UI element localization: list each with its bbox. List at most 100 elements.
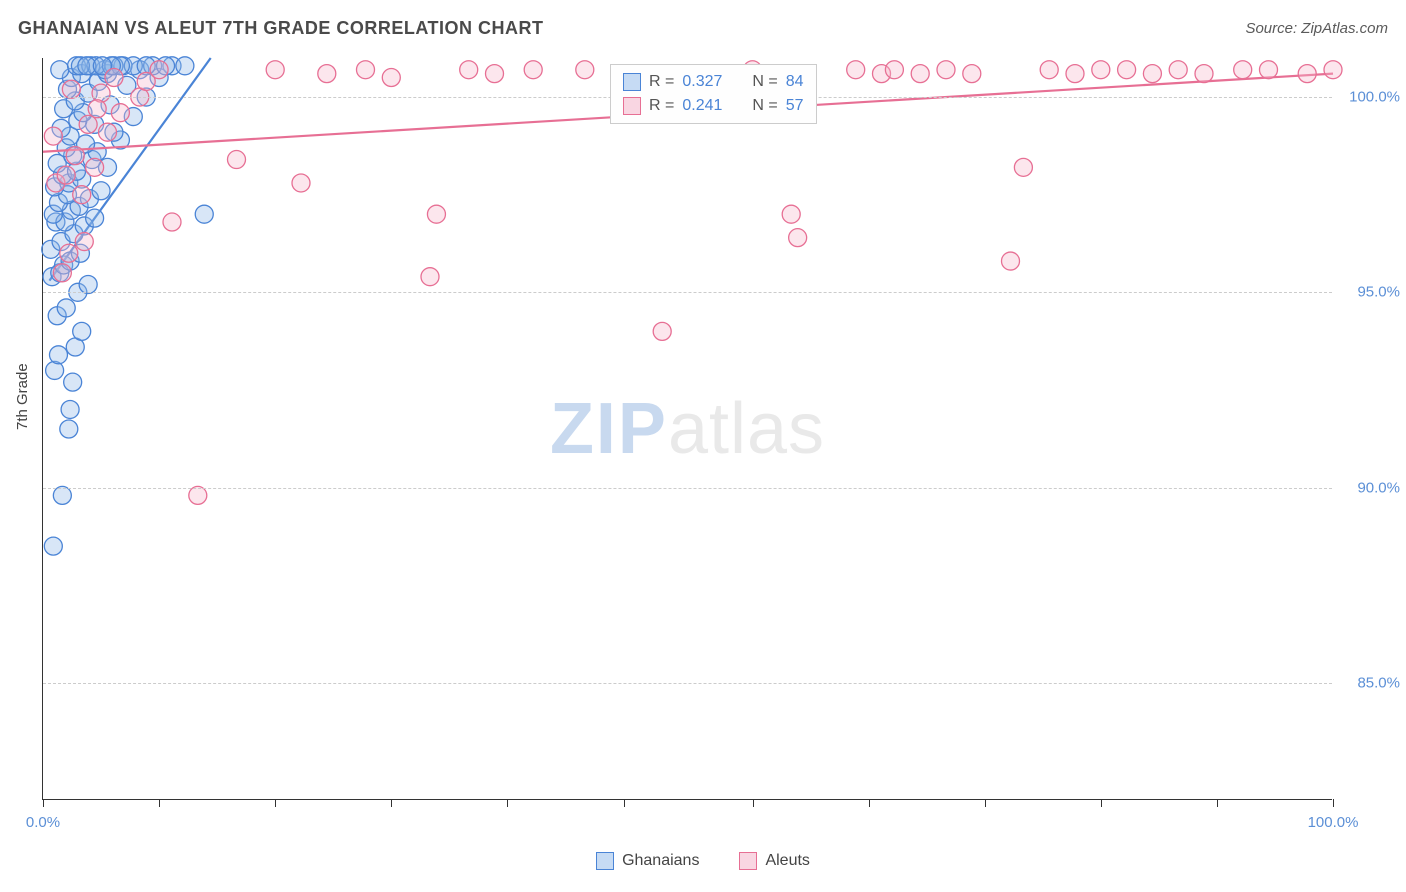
data-point xyxy=(789,229,807,247)
x-tick-label: 100.0% xyxy=(1308,814,1359,831)
data-point xyxy=(163,213,181,231)
gridline xyxy=(43,488,1332,489)
data-point xyxy=(1002,252,1020,270)
data-point xyxy=(1324,61,1342,79)
data-point xyxy=(73,186,91,204)
data-point xyxy=(1118,61,1136,79)
legend-swatch xyxy=(623,97,641,115)
data-point xyxy=(66,147,84,165)
data-point xyxy=(357,61,375,79)
gridline xyxy=(43,292,1332,293)
data-point xyxy=(176,57,194,75)
data-point xyxy=(60,244,78,262)
legend-swatch xyxy=(623,73,641,91)
y-tick-label: 90.0% xyxy=(1340,479,1400,496)
data-point xyxy=(53,264,71,282)
legend-n-value: 84 xyxy=(786,70,804,94)
data-point xyxy=(460,61,478,79)
x-tick xyxy=(1101,799,1102,807)
legend-swatch xyxy=(596,852,614,870)
data-point xyxy=(266,61,284,79)
legend-item: Aleuts xyxy=(739,852,809,870)
x-tick xyxy=(159,799,160,807)
data-point xyxy=(150,61,168,79)
legend-item: Ghanaians xyxy=(596,852,699,870)
chart-source: Source: ZipAtlas.com xyxy=(1245,20,1388,37)
x-tick xyxy=(1217,799,1218,807)
data-point xyxy=(1040,61,1058,79)
data-point xyxy=(318,65,336,83)
data-point xyxy=(292,174,310,192)
legend-n-value: 57 xyxy=(786,94,804,118)
data-point xyxy=(105,69,123,87)
data-point xyxy=(99,123,117,141)
data-point xyxy=(44,127,62,145)
x-tick-label: 0.0% xyxy=(26,814,60,831)
x-tick xyxy=(985,799,986,807)
data-point xyxy=(653,322,671,340)
data-point xyxy=(1092,61,1110,79)
legend-row: R =0.241N =57 xyxy=(623,94,804,118)
data-point xyxy=(62,80,80,98)
data-point xyxy=(524,61,542,79)
data-point xyxy=(486,65,504,83)
data-point xyxy=(1014,158,1032,176)
data-point xyxy=(79,276,97,294)
x-tick xyxy=(507,799,508,807)
data-point xyxy=(885,61,903,79)
legend-n-label: N = xyxy=(752,94,777,118)
legend-label: Aleuts xyxy=(765,852,809,870)
gridline xyxy=(43,683,1332,684)
data-point xyxy=(60,420,78,438)
data-point xyxy=(847,61,865,79)
data-point xyxy=(61,400,79,418)
data-point xyxy=(1066,65,1084,83)
data-point xyxy=(963,65,981,83)
data-point xyxy=(51,61,69,79)
x-tick xyxy=(869,799,870,807)
data-point xyxy=(782,205,800,223)
data-point xyxy=(189,486,207,504)
data-point xyxy=(49,346,67,364)
data-point xyxy=(44,537,62,555)
legend-r-value: 0.327 xyxy=(682,70,722,94)
data-point xyxy=(57,299,75,317)
data-point xyxy=(1169,61,1187,79)
data-point xyxy=(195,205,213,223)
data-point xyxy=(79,115,97,133)
data-point xyxy=(1260,61,1278,79)
chart-title: GHANAIAN VS ALEUT 7TH GRADE CORRELATION … xyxy=(18,18,544,39)
data-point xyxy=(75,233,93,251)
legend-row: R =0.327N =84 xyxy=(623,70,804,94)
correlation-legend: R =0.327N =84R =0.241N =57 xyxy=(610,64,817,124)
series-legend: Ghanaians Aleuts xyxy=(0,852,1406,870)
x-tick xyxy=(43,799,44,807)
x-tick xyxy=(753,799,754,807)
data-point xyxy=(911,65,929,83)
y-tick-label: 85.0% xyxy=(1340,674,1400,691)
data-point xyxy=(92,182,110,200)
x-tick xyxy=(391,799,392,807)
x-tick xyxy=(275,799,276,807)
chart-header: GHANAIAN VS ALEUT 7TH GRADE CORRELATION … xyxy=(18,18,1388,39)
data-point xyxy=(73,322,91,340)
data-point xyxy=(576,61,594,79)
data-point xyxy=(57,166,75,184)
legend-label: Ghanaians xyxy=(622,852,699,870)
data-point xyxy=(937,61,955,79)
data-point xyxy=(86,158,104,176)
legend-swatch xyxy=(739,852,757,870)
data-point xyxy=(382,69,400,87)
x-tick xyxy=(1333,799,1334,807)
data-point xyxy=(1143,65,1161,83)
legend-n-label: N = xyxy=(752,70,777,94)
y-tick-label: 100.0% xyxy=(1340,89,1400,106)
y-axis-title: 7th Grade xyxy=(14,363,31,430)
data-point xyxy=(427,205,445,223)
plot-svg xyxy=(43,58,1332,799)
data-point xyxy=(88,100,106,118)
legend-r-label: R = xyxy=(649,94,674,118)
plot-area: ZIPatlas 85.0%90.0%95.0%100.0%0.0%100.0% xyxy=(42,58,1332,800)
y-tick-label: 95.0% xyxy=(1340,284,1400,301)
data-point xyxy=(53,486,71,504)
